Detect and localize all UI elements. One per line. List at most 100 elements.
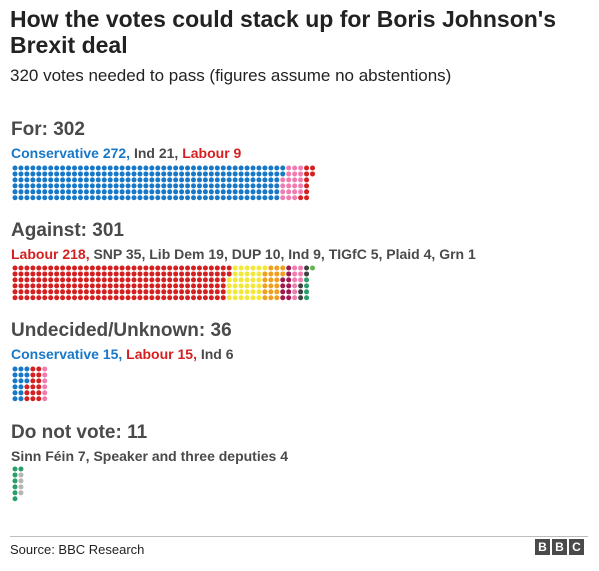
vote-dot (36, 295, 42, 301)
vote-dot (220, 277, 226, 283)
vote-dot (268, 165, 274, 171)
vote-dot (232, 177, 238, 183)
vote-dot (149, 165, 155, 171)
vote-dot (18, 183, 24, 189)
vote-dot (280, 277, 286, 283)
vote-dot (42, 195, 48, 201)
vote-dot (125, 283, 131, 289)
vote-dot (202, 195, 208, 201)
vote-dot (149, 295, 155, 301)
vote-dot (304, 271, 310, 277)
vote-dot (30, 372, 36, 378)
vote-dot (262, 283, 268, 289)
vote-dot (250, 189, 256, 195)
vote-dot (185, 183, 191, 189)
vote-dot (119, 165, 125, 171)
vote-dot (137, 271, 143, 277)
vote-dot (149, 277, 155, 283)
vote-dot (101, 265, 107, 271)
vote-dot (196, 165, 202, 171)
vote-dot (125, 183, 131, 189)
segment-label: DUP 10, (231, 246, 289, 262)
vote-dot (208, 177, 214, 183)
vote-dot (113, 277, 119, 283)
vote-dot (72, 283, 77, 289)
vote-dot (214, 177, 220, 183)
vote-dot (12, 396, 18, 402)
vote-dot (179, 165, 185, 171)
vote-dot (72, 183, 77, 189)
vote-dot (95, 271, 101, 277)
vote-dot (48, 195, 54, 201)
vote-dot (137, 195, 143, 201)
vote-dot (12, 295, 18, 301)
vote-dot (137, 289, 143, 295)
vote-dot (268, 171, 274, 177)
vote-dot (280, 177, 286, 183)
vote-dot (298, 283, 304, 289)
vote-dot (101, 189, 107, 195)
vote-dot (196, 183, 202, 189)
vote-dot (18, 484, 24, 490)
vote-dot (280, 289, 286, 295)
vote-dot (196, 189, 202, 195)
vote-dot (292, 277, 298, 283)
vote-dot (12, 277, 18, 283)
vote-dot (24, 189, 30, 195)
vote-dot (179, 295, 185, 301)
vote-dot (179, 289, 185, 295)
vote-dot (131, 283, 137, 289)
vote-dot (113, 289, 119, 295)
vote-dot (42, 289, 48, 295)
vote-dot (214, 271, 220, 277)
vote-dot (214, 171, 220, 177)
vote-dot (113, 195, 119, 201)
vote-dot (196, 265, 202, 271)
vote-dot (280, 265, 286, 271)
vote-dot (256, 289, 262, 295)
vote-dot (18, 295, 24, 301)
vote-dot (202, 177, 208, 183)
vote-dot (83, 265, 89, 271)
vote-dot (119, 189, 125, 195)
vote-dot (30, 171, 36, 177)
vote-dot (30, 271, 36, 277)
vote-dot (256, 271, 262, 277)
vote-dot (179, 271, 185, 277)
vote-dot (143, 195, 149, 201)
vote-dot (119, 265, 125, 271)
vote-dot (72, 295, 77, 301)
vote-dot (12, 378, 18, 384)
vote-dot (280, 189, 286, 195)
vote-dot (18, 165, 24, 171)
vote-dot (12, 466, 18, 472)
vote-dot (179, 283, 185, 289)
vote-dot (298, 289, 304, 295)
vote-dot (244, 289, 250, 295)
vote-dot (72, 165, 77, 171)
vote-dot (48, 165, 54, 171)
vote-dot (54, 277, 60, 283)
vote-dot (262, 295, 268, 301)
vote-dot (42, 183, 48, 189)
vote-dot (304, 195, 310, 201)
vote-dot (30, 390, 36, 396)
vote-dot (95, 283, 101, 289)
vote-dot (173, 165, 179, 171)
vote-dot (36, 289, 42, 295)
vote-dot (220, 171, 226, 177)
vote-dot (18, 271, 24, 277)
vote-dot (155, 183, 161, 189)
vote-dot (191, 189, 196, 195)
group-heading-against: Against: 301 (11, 220, 124, 241)
vote-dot (131, 277, 137, 283)
vote-dot (191, 183, 196, 189)
logo-letter: C (569, 539, 584, 555)
vote-dot (12, 189, 18, 195)
vote-dot (30, 189, 36, 195)
vote-dot (119, 271, 125, 277)
vote-dot (107, 271, 113, 277)
vote-dot (226, 165, 232, 171)
vote-dot (268, 195, 274, 201)
vote-dot (208, 265, 214, 271)
